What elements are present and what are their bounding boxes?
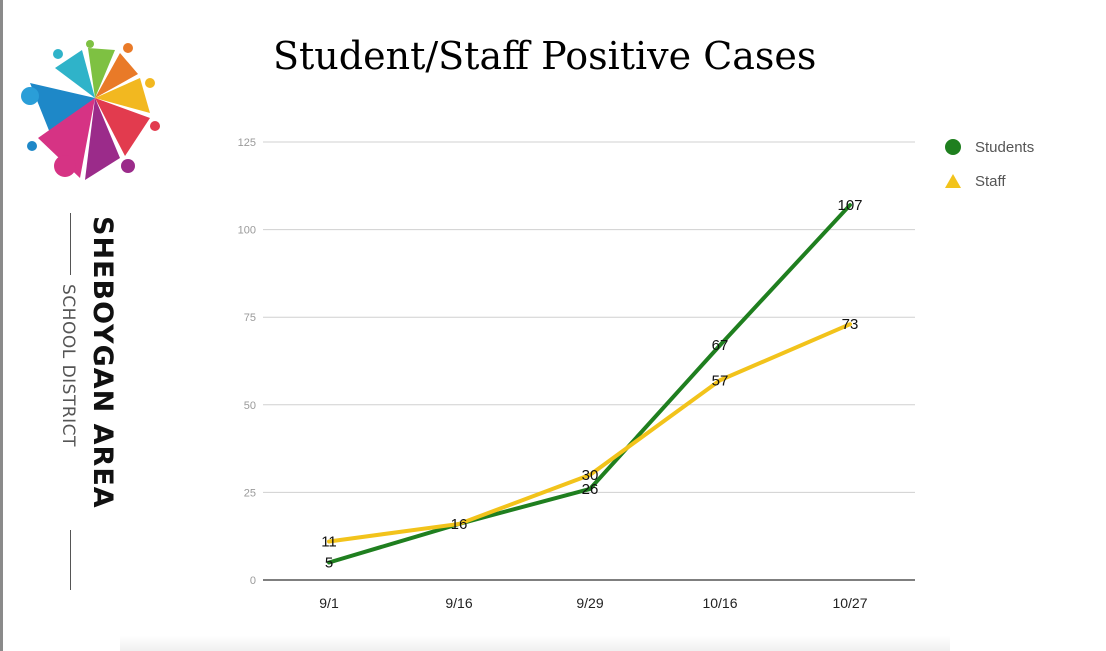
brand-subtitle: SCHOOL DISTRICT xyxy=(58,284,78,447)
logo-ray-purple xyxy=(85,98,120,180)
series-line-staff xyxy=(327,322,852,544)
logo-dot xyxy=(27,141,37,151)
data-label: 30 xyxy=(582,467,599,484)
brand-divider-top xyxy=(70,213,71,275)
logo-dot xyxy=(123,43,133,53)
logo-ray-magenta xyxy=(38,98,95,178)
y-tick-label: 0 xyxy=(250,575,256,587)
logo-ray-blue xyxy=(30,83,95,133)
data-label: 57 xyxy=(712,372,729,389)
logo-ray-orange xyxy=(95,53,138,98)
logo-dot xyxy=(150,121,160,131)
data-label: 67 xyxy=(712,337,729,354)
legend-item-students: Students xyxy=(945,130,1034,164)
brand-divider-bottom xyxy=(70,530,71,590)
logo-ray-teal xyxy=(55,50,95,98)
logo-ray-green xyxy=(88,48,115,98)
legend-staff-label: Staff xyxy=(975,172,1006,190)
x-tick-label: 9/16 xyxy=(445,595,472,611)
left-border xyxy=(0,0,3,651)
brand-name: SHEBOYGAN AREA xyxy=(87,216,118,509)
data-label: 11 xyxy=(321,533,337,550)
logo-ray-red xyxy=(95,98,150,156)
data-label: 16 xyxy=(451,516,468,533)
logo-dot xyxy=(21,87,39,105)
y-tick-label: 125 xyxy=(238,137,256,149)
data-label: 26 xyxy=(582,481,599,498)
legend-item-staff: Staff xyxy=(945,164,1034,198)
logo-dot xyxy=(145,78,155,88)
legend-staff-marker xyxy=(945,174,961,188)
x-tick-label: 9/29 xyxy=(576,595,603,611)
x-tick-label: 10/16 xyxy=(702,595,737,611)
district-logo xyxy=(21,40,160,180)
logo-dot xyxy=(53,49,63,59)
x-tick-label: 9/1 xyxy=(319,595,339,611)
data-label: 107 xyxy=(837,197,862,214)
legend: Students Staff xyxy=(945,130,1034,198)
legend-students-label: Students xyxy=(975,138,1035,156)
chart-title: Student/Staff Positive Cases xyxy=(273,34,817,78)
data-labels: 5 16 26 67 107 11 30 57 73 xyxy=(321,197,862,571)
logo-dot xyxy=(121,159,135,173)
logo-dot xyxy=(86,40,94,48)
y-tick-label: 50 xyxy=(244,400,256,412)
logo-dot xyxy=(54,155,76,177)
y-tick-label: 100 xyxy=(238,225,256,237)
bottom-shadow xyxy=(120,636,950,651)
data-label: 73 xyxy=(842,316,859,333)
series-line-students xyxy=(327,203,852,565)
grid-layer: 0 25 50 75 100 125 9/1 9/16 9/29 10/16 10/27 xyxy=(238,137,915,611)
y-tick-label: 25 xyxy=(244,487,256,499)
y-tick-label: 75 xyxy=(244,312,256,324)
legend-students-marker xyxy=(945,139,961,155)
series-lines xyxy=(327,203,852,565)
logo-ray-yellow xyxy=(95,78,150,113)
x-tick-label: 10/27 xyxy=(832,595,867,611)
data-label: 5 xyxy=(325,554,333,571)
